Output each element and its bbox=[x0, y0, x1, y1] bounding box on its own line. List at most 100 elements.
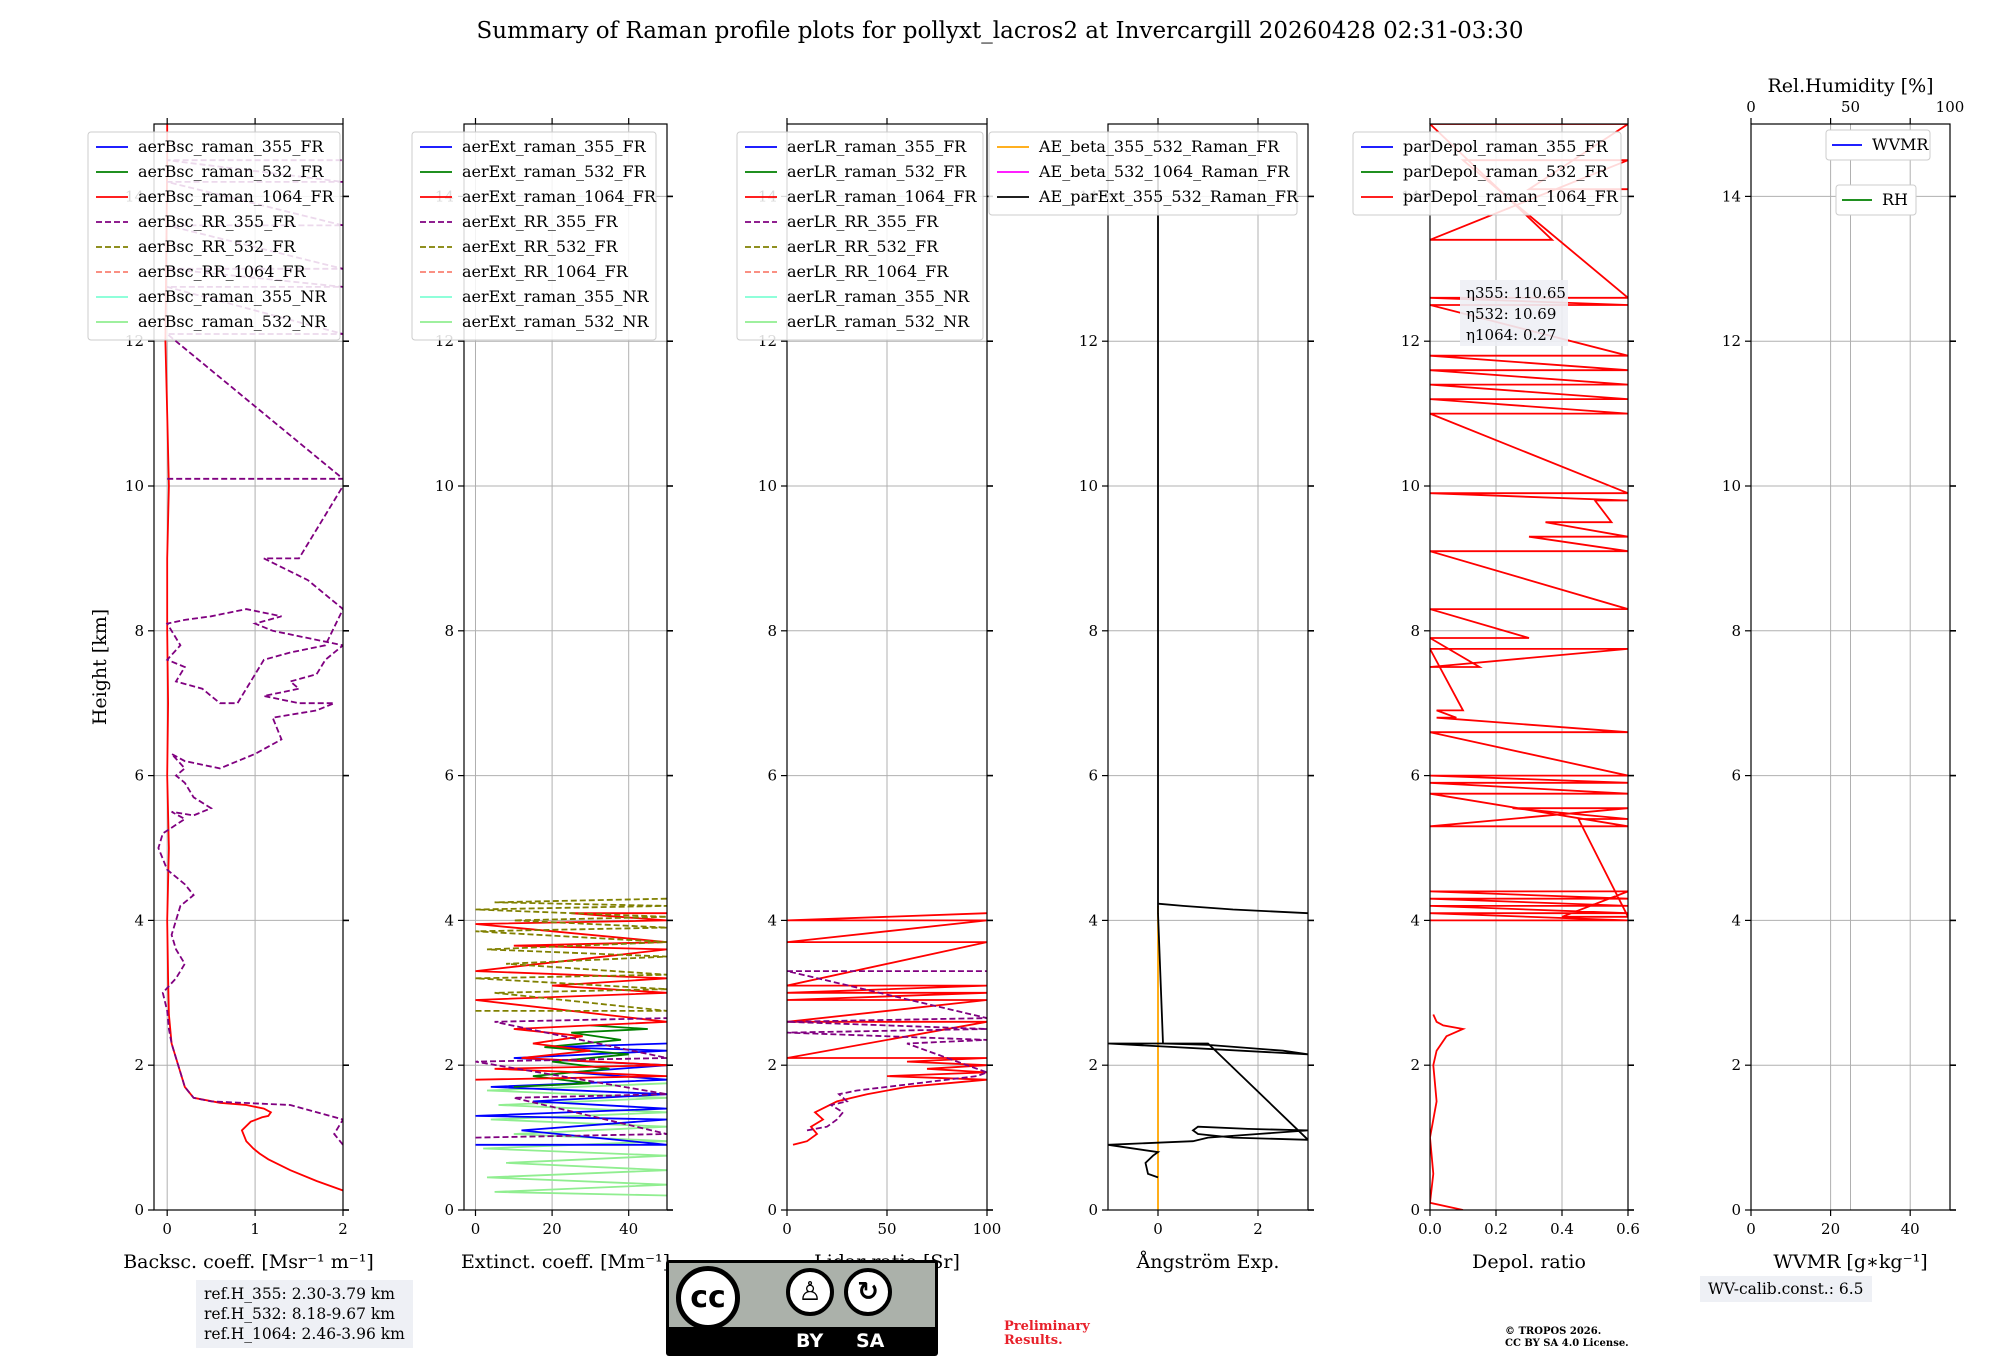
y-tick-label: 0 bbox=[134, 1201, 144, 1219]
x-tick-label: 0.4 bbox=[1550, 1220, 1574, 1238]
y-tick-label: 4 bbox=[1088, 911, 1098, 929]
series-line-bsc-1 bbox=[157, 485, 343, 1146]
x-tick-label: 2 bbox=[1253, 1220, 1263, 1238]
legend-entry: aerBsc_raman_355_FR bbox=[138, 137, 324, 156]
y-tick-label: 2 bbox=[767, 1056, 777, 1074]
series-line-depol-1 bbox=[1430, 124, 1628, 922]
x-axis-label: Ångström Exp. bbox=[1136, 1251, 1280, 1273]
y-tick-label: 4 bbox=[1731, 911, 1741, 929]
copyright-line-1: © TROPOS 2026. bbox=[1505, 1326, 1602, 1337]
y-tick-label: 10 bbox=[758, 477, 777, 495]
legend-box bbox=[411, 131, 657, 341]
x-tick-label: 20 bbox=[1821, 1220, 1840, 1238]
legend-entry: aerLR_RR_532_FR bbox=[787, 237, 939, 256]
cc-license-badge: cc ♙ ↻ BY SA bbox=[666, 1260, 938, 1356]
series-line-lr-1 bbox=[787, 970, 987, 1132]
x-axis-label: WVMR [g∗kg⁻¹] bbox=[1773, 1251, 1927, 1273]
preliminary-line-2: Results. bbox=[1004, 1333, 1063, 1348]
legend-entry: aerBsc_RR_532_FR bbox=[138, 237, 296, 256]
series-line-ext-0 bbox=[483, 1082, 667, 1197]
y-tick-label: 0 bbox=[1410, 1201, 1420, 1219]
x-tick-label: 40 bbox=[619, 1220, 638, 1238]
y-tick-label: 2 bbox=[1731, 1056, 1741, 1074]
y-tick-label: 4 bbox=[444, 911, 454, 929]
top-x-tick-label: 0 bbox=[1746, 98, 1756, 116]
legend-depol: parDepol_raman_355_FR parDepol_raman_532_… bbox=[1352, 131, 1622, 216]
annotation-box bbox=[1460, 280, 1568, 346]
y-tick-label: 10 bbox=[1079, 477, 1098, 495]
y-tick-label: 4 bbox=[134, 911, 144, 929]
y-tick-label: 12 bbox=[1401, 332, 1420, 350]
y-tick-label: 0 bbox=[767, 1201, 777, 1219]
copyright-line-2: CC BY SA 4.0 License. bbox=[1505, 1338, 1629, 1349]
series-group bbox=[1108, 174, 1308, 1210]
y-tick-label: 2 bbox=[444, 1056, 454, 1074]
x-tick-label: 1 bbox=[250, 1220, 260, 1238]
legend-entry: aerBsc_raman_532_NR bbox=[138, 312, 327, 331]
legend-entry: aerBsc_RR_355_FR bbox=[138, 212, 296, 231]
panel-bsc: 02468101214012Backsc. coeff. [Msr⁻¹ m⁻¹]… bbox=[87, 118, 374, 1273]
y-tick-label: 8 bbox=[1410, 622, 1420, 640]
legend-entry: aerExt_raman_532_NR bbox=[462, 312, 650, 331]
y-tick-label: 10 bbox=[435, 477, 454, 495]
series-line-lr-0 bbox=[787, 912, 987, 1146]
top-x-axis-label: Rel.Humidity [%] bbox=[1767, 75, 1933, 97]
y-tick-label: 8 bbox=[1731, 622, 1741, 640]
attribution-icon: ♙ bbox=[786, 1268, 834, 1316]
legend-box bbox=[87, 131, 341, 341]
x-tick-label: 40 bbox=[1901, 1220, 1920, 1238]
x-tick-label: 0 bbox=[1153, 1220, 1163, 1238]
series-line-ext-1 bbox=[475, 1042, 667, 1146]
ref-height-532: ref.H_532: 8.18-9.67 km bbox=[204, 1305, 395, 1323]
figure-title: Summary of Raman profile plots for polly… bbox=[476, 18, 1524, 44]
y-tick-label: 6 bbox=[767, 767, 777, 785]
series-line-ae-1 bbox=[1108, 174, 1308, 1179]
legend-entry: aerLR_raman_355_FR bbox=[787, 137, 967, 156]
x-tick-label: 0 bbox=[1746, 1220, 1756, 1238]
y-tick-label: 10 bbox=[1401, 477, 1420, 495]
y-tick-label: 8 bbox=[444, 622, 454, 640]
legend-entry: WVMR bbox=[1872, 135, 1929, 154]
legend-wv: WVMR RH bbox=[1825, 129, 1931, 216]
legend-box bbox=[736, 131, 984, 341]
legend-entry: RH bbox=[1882, 190, 1908, 209]
y-tick-label: 6 bbox=[1410, 767, 1420, 785]
copyright-note: © TROPOS 2026. CC BY SA 4.0 License. bbox=[1505, 1326, 1629, 1350]
axes-frame bbox=[463, 123, 668, 1211]
legend-ae: AE_beta_355_532_Raman_FR AE_beta_532_1064… bbox=[988, 131, 1299, 216]
y-tick-label: 0 bbox=[444, 1201, 454, 1219]
x-tick-label: 0.6 bbox=[1616, 1220, 1640, 1238]
top-x-tick-label: 50 bbox=[1841, 98, 1860, 116]
legend-box bbox=[1825, 129, 1931, 161]
series-line-ext-4 bbox=[475, 897, 667, 1012]
y-tick-label: 0 bbox=[1088, 1201, 1098, 1219]
y-tick-label: 6 bbox=[1088, 767, 1098, 785]
y-tick-label: 6 bbox=[444, 767, 454, 785]
y-tick-label: 10 bbox=[1722, 477, 1741, 495]
legend-entry: aerExt_RR_355_FR bbox=[462, 212, 619, 231]
legend2-box bbox=[1835, 184, 1917, 216]
legend-bsc: aerBsc_raman_355_FR aerBsc_raman_532_FRae… bbox=[87, 131, 341, 341]
legend-entry: aerExt_raman_355_NR bbox=[462, 287, 650, 306]
y-tick-label: 0 bbox=[1731, 1201, 1741, 1219]
ref-height-1064: ref.H_1064: 2.46-3.96 km bbox=[204, 1325, 405, 1343]
series-line-bsc-0 bbox=[164, 124, 343, 1192]
legend-entry: aerBsc_RR_1064_FR bbox=[138, 262, 307, 281]
legend-entry: aerLR_raman_355_NR bbox=[787, 287, 970, 306]
panel-ae: 0246810121402Ångström Exp.AE_beta_355_53… bbox=[988, 118, 1314, 1273]
legend-entry: aerExt_RR_532_FR bbox=[462, 237, 619, 256]
axes-frame bbox=[1107, 123, 1309, 1211]
legend-entry: aerExt_raman_532_FR bbox=[462, 162, 647, 181]
top-x-tick-label: 100 bbox=[1936, 98, 1965, 116]
x-tick-label: 0.0 bbox=[1418, 1220, 1442, 1238]
y-tick-label: 12 bbox=[1722, 332, 1741, 350]
legend-entry: parDepol_raman_1064_FR bbox=[1403, 187, 1619, 206]
panel-ext: 0246810121402040Extinct. coeff. [Mm⁻¹]ae… bbox=[411, 118, 673, 1273]
panel-lr: 02468101214050100Lidar ratio [Sr]aerLR_r… bbox=[736, 118, 1001, 1273]
annotation-line: η1064: 0.27 bbox=[1466, 326, 1556, 344]
legend-entry: aerBsc_raman_532_FR bbox=[138, 162, 324, 181]
legend-entry: aerLR_RR_1064_FR bbox=[787, 262, 949, 281]
x-tick-label: 2 bbox=[338, 1220, 348, 1238]
legend-entry: aerBsc_raman_1064_FR bbox=[138, 187, 335, 206]
y-axis-label: Height [km] bbox=[89, 609, 111, 725]
